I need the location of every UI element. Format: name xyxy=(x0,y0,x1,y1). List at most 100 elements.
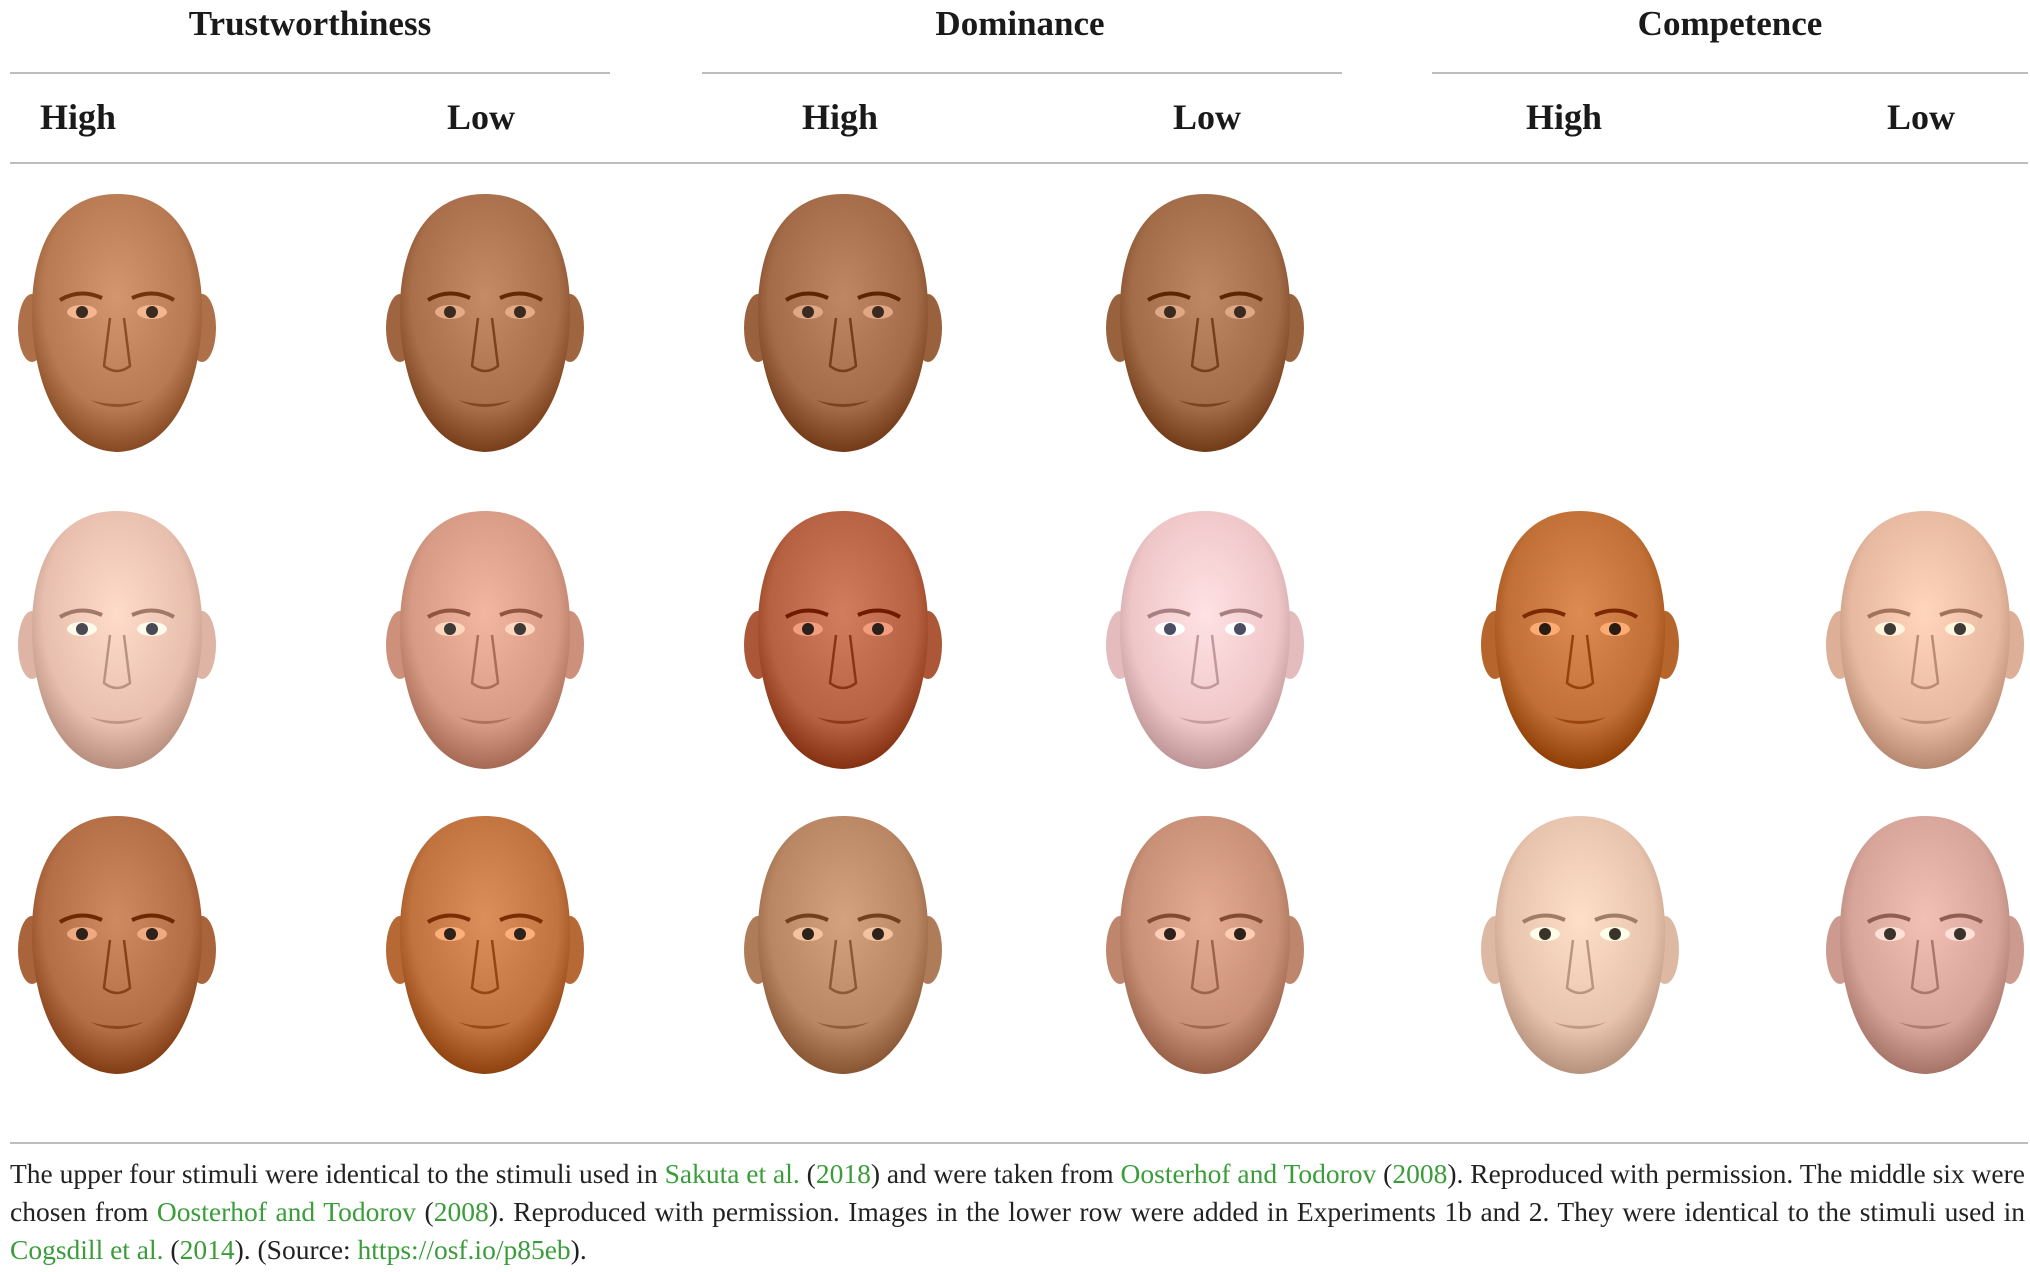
col-head-comp-low: Low xyxy=(1887,97,1956,137)
brow-right xyxy=(857,913,902,924)
head-shape xyxy=(1839,816,2011,1074)
brow-left xyxy=(58,291,103,302)
brow-right xyxy=(1219,913,1264,924)
brow-right xyxy=(1594,608,1639,619)
brow-left xyxy=(1866,608,1911,619)
iris xyxy=(1164,623,1176,635)
nose xyxy=(470,634,500,690)
iris xyxy=(872,928,884,940)
mouth xyxy=(1553,717,1607,724)
reference-year-link[interactable]: 2014 xyxy=(179,1234,235,1265)
brow-right xyxy=(499,608,544,619)
brow-left xyxy=(784,608,829,619)
group-rule-competence xyxy=(1432,72,2028,74)
face-dom-high-3 xyxy=(744,816,942,1074)
head-shape xyxy=(1494,511,1666,769)
brow-left xyxy=(58,913,103,924)
nose xyxy=(470,939,500,995)
head-shape xyxy=(757,194,929,452)
head-shape xyxy=(1119,511,1291,769)
iris xyxy=(1539,623,1551,635)
face-dom-high-2 xyxy=(744,511,942,769)
group-title-trustworthiness: Trustworthiness xyxy=(188,4,432,43)
nose xyxy=(1565,634,1595,690)
group-rule-trustworthiness xyxy=(10,72,610,74)
brow-right xyxy=(857,291,902,302)
reference-link[interactable]: Oosterhof and Todorov xyxy=(156,1196,416,1227)
head-shape xyxy=(757,816,929,1074)
brow-left xyxy=(784,291,829,302)
reference-link[interactable]: Cogsdill et al. xyxy=(10,1234,164,1265)
mouth xyxy=(458,717,512,724)
iris xyxy=(146,306,158,318)
face-comp-high-2 xyxy=(1481,511,1679,769)
group-title-competence: Competence xyxy=(1637,4,1823,43)
brow-left xyxy=(1146,913,1191,924)
source-link[interactable]: https://osf.io/p85eb xyxy=(357,1234,571,1265)
brow-right xyxy=(131,913,176,924)
brow-right xyxy=(499,913,544,924)
mouth xyxy=(90,717,144,724)
nose xyxy=(828,634,858,690)
head-shape xyxy=(1839,511,2011,769)
iris xyxy=(146,928,158,940)
iris xyxy=(1884,928,1896,940)
caption-text: ( xyxy=(799,1158,816,1189)
brow-right xyxy=(1219,608,1264,619)
head-shape xyxy=(31,816,203,1074)
iris xyxy=(514,928,526,940)
mouth xyxy=(816,1022,870,1029)
iris xyxy=(1609,928,1621,940)
reference-year-link[interactable]: 2018 xyxy=(815,1158,871,1189)
iris xyxy=(872,623,884,635)
header-rule xyxy=(10,162,2028,164)
brow-left xyxy=(1866,913,1911,924)
nose xyxy=(1190,634,1220,690)
iris xyxy=(1539,928,1551,940)
brow-left xyxy=(426,913,471,924)
head-shape xyxy=(399,194,571,452)
reference-year-link[interactable]: 2008 xyxy=(433,1196,489,1227)
brow-right xyxy=(131,608,176,619)
mouth xyxy=(1898,717,1952,724)
nose xyxy=(1910,939,1940,995)
brow-left xyxy=(1521,608,1566,619)
iris xyxy=(444,928,456,940)
nose xyxy=(1565,939,1595,995)
iris xyxy=(1954,623,1966,635)
iris xyxy=(76,623,88,635)
iris xyxy=(1164,306,1176,318)
face-dom-low-2 xyxy=(1106,511,1304,769)
nose xyxy=(470,317,500,373)
iris xyxy=(1234,928,1246,940)
iris xyxy=(444,306,456,318)
caption-text: ) and were taken from xyxy=(870,1158,1121,1189)
head-shape xyxy=(31,194,203,452)
mouth xyxy=(1178,400,1232,407)
iris xyxy=(1884,623,1896,635)
col-head-dom-high: High xyxy=(802,97,879,137)
iris xyxy=(1234,306,1246,318)
caption-text: ). Reproduced with permission. Images in… xyxy=(488,1196,2025,1227)
head-shape xyxy=(757,511,929,769)
face-trust-low-2 xyxy=(386,511,584,769)
nose xyxy=(102,317,132,373)
nose xyxy=(1910,634,1940,690)
reference-link[interactable]: Oosterhof and Todorov xyxy=(1120,1158,1377,1189)
reference-year-link[interactable]: 2008 xyxy=(1392,1158,1448,1189)
brow-right xyxy=(1939,913,1984,924)
nose xyxy=(828,939,858,995)
col-head-trust-high: High xyxy=(40,97,117,137)
iris xyxy=(146,623,158,635)
head-shape xyxy=(399,816,571,1074)
face-dom-low-3 xyxy=(1106,816,1304,1074)
brow-right xyxy=(499,291,544,302)
face-trust-high-2 xyxy=(18,511,216,769)
mouth xyxy=(1898,1022,1952,1029)
brow-left xyxy=(1146,608,1191,619)
iris xyxy=(1609,623,1621,635)
iris xyxy=(514,306,526,318)
face-dom-high-1 xyxy=(744,194,942,452)
reference-link[interactable]: Sakuta et al. xyxy=(664,1158,800,1189)
mouth xyxy=(816,717,870,724)
